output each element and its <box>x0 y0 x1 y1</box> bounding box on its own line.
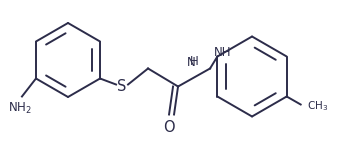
Text: N: N <box>187 56 196 69</box>
Text: NH: NH <box>214 46 232 59</box>
Text: NH$_2$: NH$_2$ <box>8 101 32 116</box>
Text: O: O <box>163 120 175 135</box>
Text: H: H <box>190 55 198 67</box>
Text: CH$_3$: CH$_3$ <box>307 100 328 113</box>
Text: S: S <box>117 79 127 94</box>
